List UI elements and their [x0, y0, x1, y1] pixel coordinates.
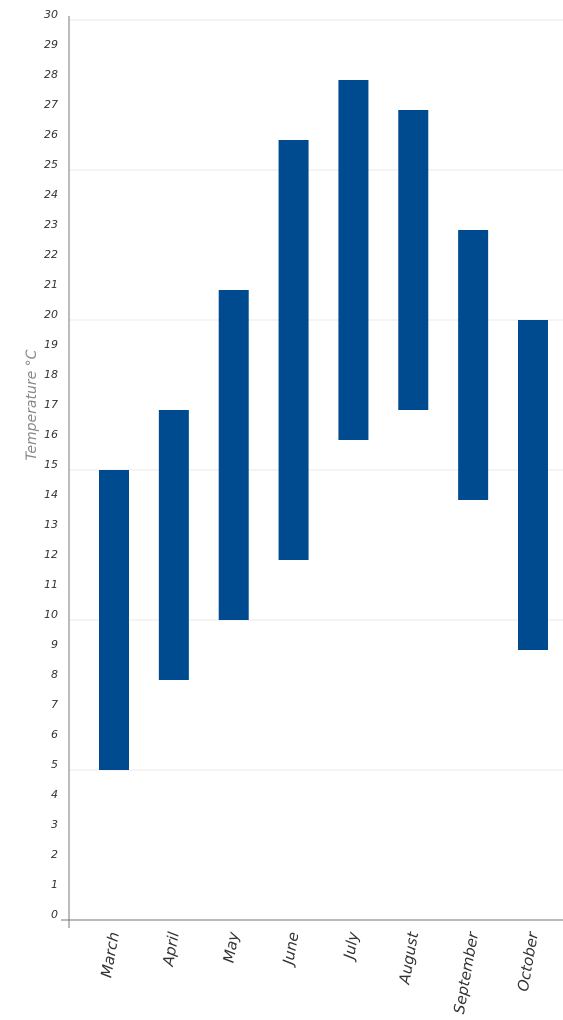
y-tick-label-25: 25: [44, 158, 58, 171]
bar-september: [458, 230, 489, 500]
bar-july: [338, 80, 369, 440]
y-tick-label-17: 17: [44, 398, 58, 411]
x-tick-labels: March April May June July August September Octo…: [97, 929, 542, 1015]
y-tick-label-6: 6: [51, 728, 58, 741]
axes: [61, 16, 563, 928]
y-tick-label-21: 21: [44, 278, 58, 291]
y-tick-label-2: 2: [51, 848, 58, 861]
y-tick-label-16: 16: [44, 428, 58, 441]
y-tick-label-14: 14: [44, 488, 58, 501]
x-tick-label-april: April: [159, 930, 183, 969]
bar-may: [218, 290, 249, 620]
y-tick-labels: 0123456789101112131415161718192021222324…: [44, 8, 58, 921]
y-tick-label-26: 26: [44, 128, 58, 141]
y-tick-label-0: 0: [51, 908, 58, 921]
y-tick-label-5: 5: [51, 758, 58, 771]
y-tick-label-11: 11: [44, 578, 58, 591]
y-tick-label-10: 10: [44, 608, 58, 621]
y-tick-label-19: 19: [44, 338, 58, 351]
y-tick-label-24: 24: [44, 188, 58, 201]
bar-august: [398, 110, 429, 410]
bar-october: [517, 320, 548, 650]
y-tick-label-13: 13: [44, 518, 58, 531]
x-tick-label-march: March: [97, 931, 123, 979]
bar-march: [99, 470, 129, 770]
bars: [99, 80, 548, 770]
x-tick-label-july: July: [339, 929, 362, 963]
y-tick-label-8: 8: [51, 668, 58, 681]
x-tick-label-october: October: [514, 930, 542, 993]
y-tick-label-30: 30: [44, 8, 58, 21]
x-tick-label-september: September: [450, 930, 482, 1016]
gridlines: [69, 19, 563, 771]
y-tick-label-3: 3: [51, 818, 58, 831]
bar-april: [158, 410, 189, 680]
y-tick-label-9: 9: [51, 638, 58, 651]
y-tick-label-28: 28: [44, 68, 58, 81]
x-tick-label-may: May: [220, 929, 243, 964]
bar-june: [278, 140, 309, 560]
y-tick-label-12: 12: [44, 548, 58, 561]
y-axis-title: Temperature °C: [24, 349, 40, 460]
y-tick-label-23: 23: [44, 218, 58, 231]
y-tick-label-4: 4: [51, 788, 58, 801]
x-tick-label-june: June: [279, 931, 303, 969]
y-tick-label-18: 18: [44, 368, 58, 381]
y-tick-label-22: 22: [44, 248, 58, 261]
x-tick-label-august: August: [395, 929, 422, 986]
y-tick-label-15: 15: [44, 458, 58, 471]
y-tick-label-7: 7: [51, 698, 58, 711]
y-tick-label-20: 20: [44, 308, 58, 321]
y-tick-label-29: 29: [44, 38, 58, 51]
y-tick-label-27: 27: [44, 98, 58, 111]
y-tick-label-1: 1: [51, 878, 58, 891]
